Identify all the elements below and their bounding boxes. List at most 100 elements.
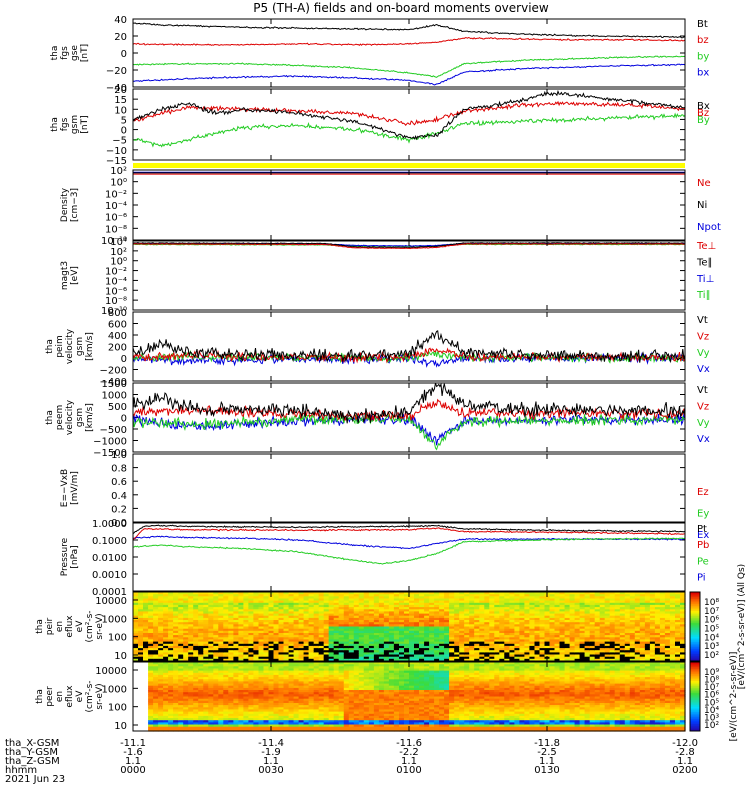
heatmap-cell: [469, 650, 475, 653]
heatmap-cell: [278, 643, 285, 647]
heatmap-cell: [494, 609, 500, 613]
heatmap-cell: [584, 604, 591, 608]
heatmap-cell: [283, 703, 290, 706]
heatmap-cell: [163, 637, 169, 641]
heatmap-cell: [278, 635, 285, 638]
heatmap-cell: [173, 664, 179, 667]
heatmap-cell: [434, 656, 440, 660]
heatmap-cell: [153, 633, 159, 636]
colorbar-cell: [690, 592, 700, 595]
heatmap-cell: [303, 626, 310, 630]
heatmap-cell: [158, 604, 164, 608]
heatmap-cell: [675, 635, 681, 638]
heatmap-cell: [283, 722, 290, 726]
heatmap-cell: [203, 604, 209, 608]
heatmap-cell: [358, 600, 365, 604]
heatmap-cell: [358, 635, 365, 638]
heatmap-cell: [318, 641, 325, 645]
heatmap-cell: [569, 602, 576, 606]
heatmap-cell: [158, 705, 164, 708]
heatmap-cell: [524, 624, 530, 628]
heatmap-cell: [223, 607, 229, 610]
heatmap-cell: [609, 596, 616, 600]
heatmap-cell: [303, 658, 310, 662]
heatmap-cell: [153, 626, 159, 630]
heatmap-cell: [298, 672, 305, 676]
heatmap-cell: [494, 641, 500, 645]
y-tick-label: 10⁴: [110, 237, 127, 248]
heatmap-cell: [524, 615, 530, 619]
heatmap-cell: [223, 711, 229, 715]
heatmap-cell: [233, 613, 239, 617]
heatmap-cell: [173, 613, 179, 617]
heatmap-cell: [529, 641, 535, 645]
heatmap-cell: [680, 615, 686, 619]
heatmap-cell: [353, 596, 360, 600]
heatmap-cell: [158, 615, 164, 619]
heatmap-cell: [489, 615, 495, 619]
heatmap-cell: [509, 620, 515, 623]
heatmap-cell: [258, 654, 265, 658]
legend-green: Vy: [697, 418, 710, 429]
heatmap-cell: [313, 598, 320, 602]
y-tick-label: 400: [108, 331, 127, 342]
heatmap-cell: [283, 685, 290, 689]
heatmap-cell: [318, 626, 325, 630]
heatmap-cell: [434, 607, 440, 610]
heatmap-cell: [529, 643, 535, 647]
heatmap-cell: [138, 615, 144, 619]
heatmap-cell: [579, 643, 586, 647]
heatmap-cell: [278, 633, 285, 636]
heatmap-cell: [534, 630, 541, 634]
heatmap-cell: [669, 635, 676, 638]
heatmap-cell: [353, 654, 360, 658]
heatmap-cell: [489, 620, 495, 623]
heatmap-cell: [313, 709, 320, 713]
heatmap-cell: [178, 604, 184, 608]
heatmap-cell: [248, 639, 254, 643]
heatmap-cell: [253, 637, 259, 641]
heatmap-cell: [248, 650, 254, 653]
heatmap-cell: [258, 728, 265, 732]
heatmap-cell: [343, 630, 350, 634]
heatmap-cell: [238, 662, 244, 665]
colorbar-cell: [690, 657, 700, 660]
heatmap-cell: [373, 639, 380, 643]
heatmap-cell: [539, 628, 546, 632]
heatmap-cell: [353, 594, 360, 597]
heatmap-cell: [278, 700, 285, 704]
heatmap-cell: [168, 711, 174, 715]
heatmap-cell: [253, 624, 259, 628]
heatmap-cell: [258, 692, 265, 695]
heatmap-cell: [178, 685, 184, 689]
heatmap-cell: [489, 637, 495, 641]
heatmap-cell: [173, 709, 179, 713]
heatmap-cell: [479, 637, 485, 641]
heatmap-cell: [419, 617, 425, 621]
heatmap-cell: [188, 656, 194, 660]
heatmap-cell: [549, 600, 556, 604]
heatmap-cell: [424, 598, 430, 602]
y-tick-label: −1500: [93, 448, 127, 459]
heatmap-cell: [524, 626, 530, 630]
heatmap-cell: [368, 622, 375, 625]
heatmap-cell: [649, 637, 656, 641]
heatmap-cell: [680, 633, 686, 636]
heatmap-cell: [308, 622, 315, 625]
heatmap-cell: [268, 628, 275, 632]
heatmap-cell: [193, 672, 199, 676]
heatmap-cell: [414, 607, 420, 610]
heatmap-cell: [163, 709, 169, 713]
heatmap-cell: [218, 645, 224, 649]
heatmap-cell: [223, 635, 229, 638]
heatmap-cell: [288, 685, 295, 689]
heatmap-cell: [158, 656, 164, 660]
heatmap-cell: [489, 641, 495, 645]
heatmap-cell: [459, 635, 465, 638]
heatmap-cell: [444, 617, 450, 621]
heatmap-cell: [644, 652, 651, 656]
heatmap-cell: [439, 633, 445, 636]
heatmap-cell: [308, 720, 315, 723]
heatmap-cell: [188, 683, 194, 687]
heatmap-cell: [409, 602, 415, 606]
